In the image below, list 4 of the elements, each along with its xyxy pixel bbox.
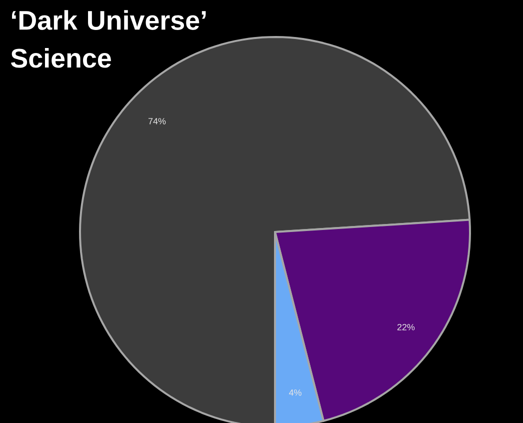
data-label: 4% bbox=[289, 389, 302, 396]
chart-title: ‘Dark Universe’ Science bbox=[10, 10, 206, 68]
data-label: 74% bbox=[148, 118, 166, 124]
data-label: 22% bbox=[397, 324, 415, 330]
